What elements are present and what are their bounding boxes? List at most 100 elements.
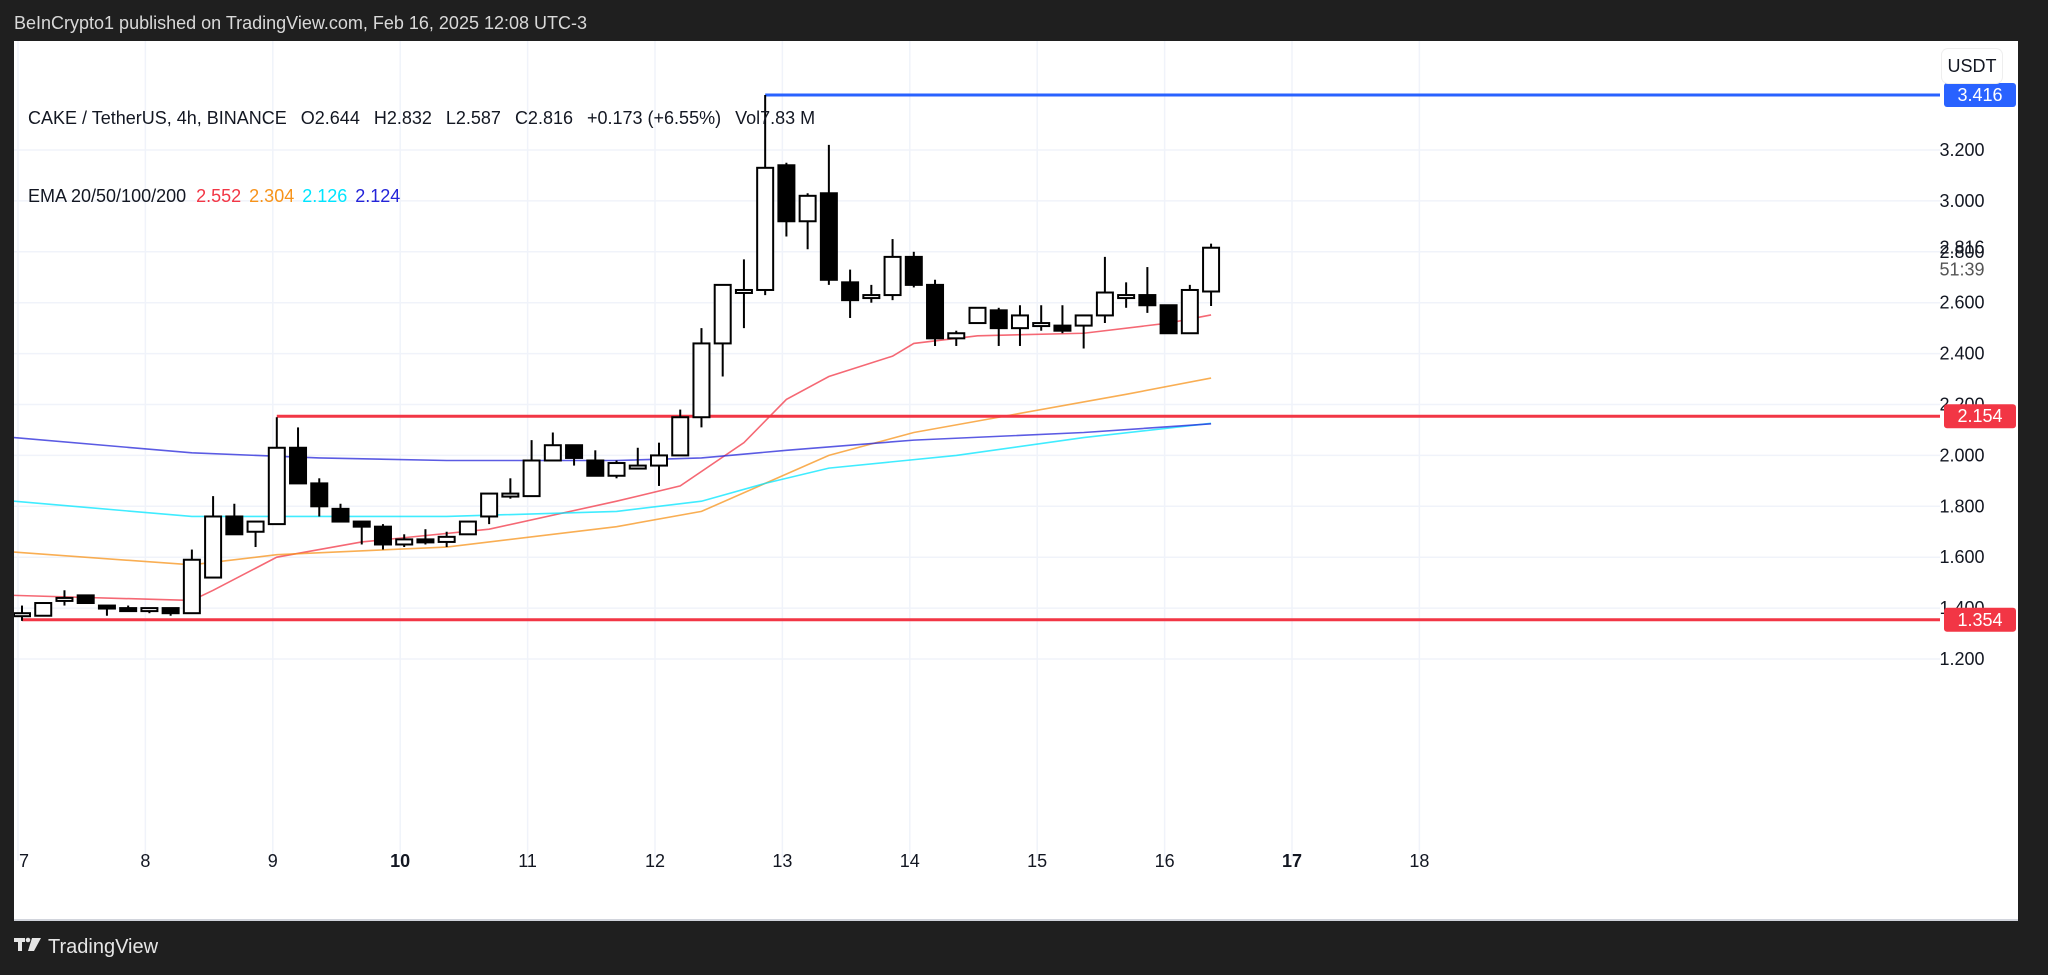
bearish-candle [97, 604, 116, 610]
footer-bar: TradingView [0, 921, 2048, 975]
currency-unit-button[interactable]: USDT [1942, 49, 2002, 83]
bullish-candle [480, 492, 499, 518]
ema50-value: 2.304 [249, 186, 295, 206]
bar-countdown: 51:39 [1939, 260, 1984, 280]
bearish-candle [76, 594, 95, 605]
symbol-row: CAKE / TetherUS, 4h, BINANCE O2.644 H2.832… [28, 105, 823, 131]
chart-panel[interactable]: 1.2001.4001.6001.8002.0002.2002.4002.600… [14, 41, 2018, 921]
bearish-candle [373, 525, 392, 546]
bearish-candle [416, 538, 435, 544]
change-value: +0.173 (+6.55%) [586, 108, 722, 128]
bullish-candle [650, 454, 668, 467]
ema200-value: 2.124 [355, 186, 401, 206]
time-tick-label: 11 [518, 851, 537, 871]
bullish-candle [55, 596, 74, 602]
time-tick-label: 14 [900, 851, 920, 871]
bullish-candle [671, 416, 690, 457]
ema-line-20 [14, 314, 1212, 602]
last-price-label: 2.816 [1939, 238, 1984, 258]
bullish-candle [182, 558, 201, 615]
ema-row: EMA 20/50/100/200 2.552 2.304 2.126 2.124 [28, 183, 823, 209]
bullish-candle [607, 462, 626, 477]
bullish-candle [204, 515, 223, 579]
bullish-candle [1010, 314, 1029, 330]
price-tick-label: 1.600 [1939, 547, 1984, 567]
time-tick-label: 17 [1282, 851, 1302, 871]
bearish-candle [331, 507, 350, 523]
bullish-candle [713, 283, 732, 345]
ema20-value: 2.552 [196, 186, 242, 206]
bullish-candle [1180, 288, 1199, 335]
bullish-candle [395, 538, 414, 546]
bullish-candle [140, 607, 159, 613]
time-tick-label: 10 [390, 851, 410, 871]
price-tick-label: 2.400 [1939, 344, 1984, 364]
bullish-candle [756, 166, 775, 291]
bearish-candle [1159, 304, 1178, 335]
bullish-candle [1117, 294, 1136, 300]
bullish-candle [692, 342, 711, 419]
bearish-candle [1053, 324, 1072, 332]
bullish-candle [862, 294, 881, 300]
time-tick-label: 15 [1027, 851, 1047, 871]
bearish-candle [161, 607, 180, 615]
tradingview-mark-icon [14, 935, 42, 959]
time-axis[interactable]: 7 8 9 10 11 12 13 14 15 16 17 18 [19, 851, 1429, 871]
bullish-candle [1095, 291, 1114, 317]
price-tick-label: 1.200 [1939, 649, 1984, 669]
time-tick-label: 16 [1155, 851, 1175, 871]
bullish-candle [458, 520, 477, 536]
bearish-candle [777, 164, 796, 223]
bullish-candle [947, 332, 966, 340]
time-tick-label: 8 [140, 851, 150, 871]
bullish-candle [968, 306, 987, 325]
bearish-candle [310, 482, 329, 508]
bullish-candle [1032, 322, 1051, 328]
bearish-candle [586, 459, 605, 477]
ema-line-50 [14, 377, 1212, 566]
ema-label[interactable]: EMA 20/50/100/200 [28, 186, 187, 206]
high-value: H2.832 [373, 108, 432, 128]
bearish-candle [352, 520, 371, 528]
bearish-candle [989, 309, 1008, 330]
bullish-candle [267, 446, 286, 526]
chart-legend: CAKE / TetherUS, 4h, BINANCE O2.644 H2.832… [28, 53, 823, 261]
bullish-candle [1202, 246, 1221, 293]
ema-line-100 [14, 422, 1212, 518]
bullish-candle [883, 255, 902, 297]
bearish-candle [119, 607, 138, 613]
tradingview-wordmark: TradingView [48, 935, 159, 958]
bearish-candle [565, 444, 584, 459]
price-tick-label: 1.800 [1939, 496, 1984, 516]
bearish-candle [904, 255, 923, 286]
level-price-tag [1944, 83, 2016, 108]
level-price-tag [1944, 404, 2016, 429]
price-tick-label: 3.200 [1939, 140, 1984, 160]
bullish-candle [798, 194, 817, 223]
symbol-name[interactable]: CAKE / TetherUS, 4h, BINANCE [28, 108, 287, 128]
bullish-candle [522, 459, 541, 498]
close-value: C2.816 [514, 108, 573, 128]
bearish-candle [1138, 294, 1157, 307]
time-tick-label: 13 [772, 851, 792, 871]
level-price-label: 3.416 [1957, 85, 2002, 105]
level-price-label: 2.154 [1957, 406, 2002, 426]
price-tick-label: 2.600 [1939, 293, 1984, 313]
publish-info-text: BeInCrypto1 published on TradingView.com… [14, 13, 588, 33]
bullish-candle [1074, 314, 1093, 327]
time-tick-label: 12 [645, 851, 665, 871]
bullish-candle [437, 535, 456, 543]
bullish-candle [543, 444, 562, 462]
bearish-candle [225, 515, 244, 536]
time-tick-label: 7 [19, 851, 29, 871]
candlestick-chart[interactable]: 1.2001.4001.6001.8002.0002.2002.4002.600… [14, 41, 2018, 921]
time-tick-label: 9 [268, 851, 278, 871]
time-tick-label: 18 [1409, 851, 1429, 871]
bearish-candle [926, 283, 945, 340]
level-price-label: 1.354 [1957, 610, 2002, 630]
bearish-candle [841, 281, 860, 302]
level-price-tag [1944, 607, 2016, 632]
bearish-candle [819, 192, 838, 281]
tradingview-logo[interactable]: TradingView [14, 935, 158, 959]
low-value: L2.587 [445, 108, 501, 128]
